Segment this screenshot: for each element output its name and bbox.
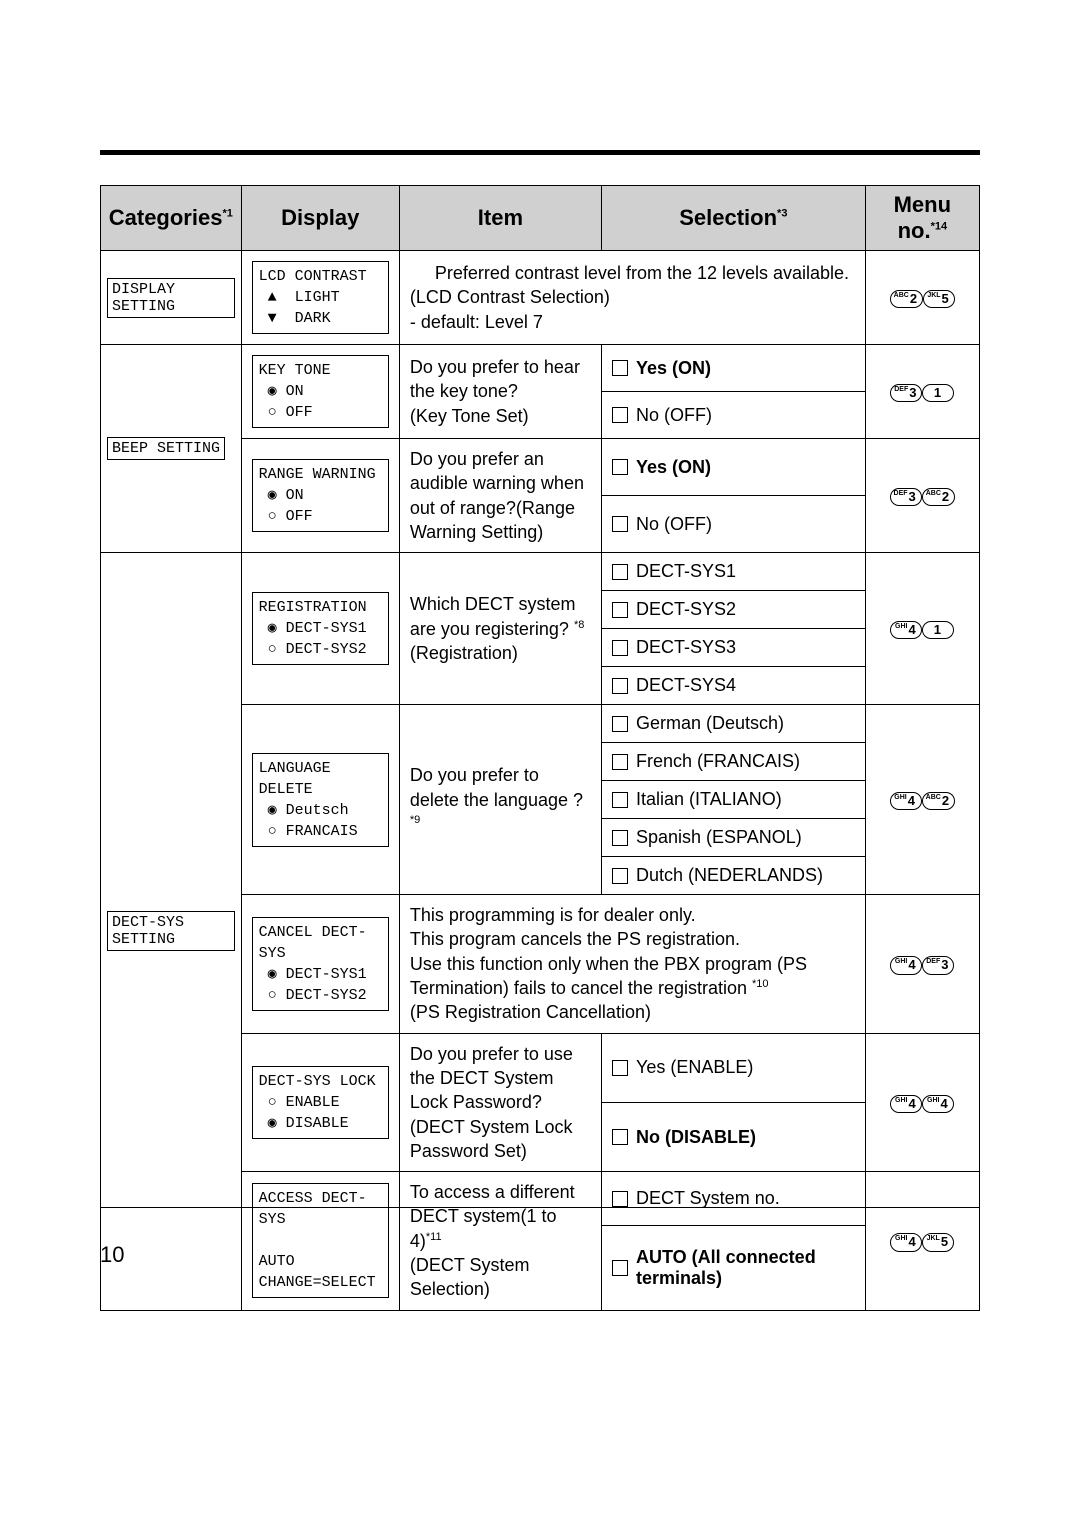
top-rule	[100, 150, 980, 155]
menuno-42: GHI4ABC2	[865, 705, 979, 895]
disp-access-dect: ACCESS DECT-SYS AUTO CHANGE=SELECT	[241, 1172, 399, 1310]
item-access-dect: To access a different DECT system(1 to 4…	[399, 1172, 601, 1310]
sel-lock-enable[interactable]: Yes (ENABLE)	[602, 1033, 866, 1102]
sel-keytone-no[interactable]: No (OFF)	[602, 392, 866, 439]
menuno-43: GHI4DEF3	[865, 895, 979, 1033]
sel-lang-spanish[interactable]: Spanish (ESPANOL)	[602, 819, 866, 857]
disp-cancel-dect: CANCEL DECT-SYS ◉ DECT-SYS1 ○ DECT-SYS2	[241, 895, 399, 1033]
sel-range-no[interactable]: No (OFF)	[602, 496, 866, 553]
cat-display-setting: DISPLAY SETTING	[101, 251, 242, 345]
item-range-warning: Do you prefer an audible warning when ou…	[399, 439, 601, 553]
sel-keytone-yes[interactable]: Yes (ON)	[602, 345, 866, 392]
sel-lang-german[interactable]: German (Deutsch)	[602, 705, 866, 743]
menuno-25: ABC2JKL5	[865, 251, 979, 345]
checkbox-icon	[612, 1191, 628, 1207]
checkbox-icon	[612, 640, 628, 656]
item-registration: Which DECT system are you registering? *…	[399, 553, 601, 705]
disp-language-delete: LANGUAGE DELETE ◉ Deutsch ○ FRANCAIS	[241, 705, 399, 895]
checkbox-icon	[612, 459, 628, 475]
disp-key-tone: KEY TONE ◉ ON ○ OFF	[241, 345, 399, 439]
header-menuno: Menu no.*14	[865, 186, 979, 251]
menuno-45: GHI4JKL5	[865, 1172, 979, 1310]
checkbox-icon	[612, 830, 628, 846]
cat-dect-sys: DECT-SYS SETTING	[101, 553, 242, 1310]
checkbox-icon	[612, 407, 628, 423]
header-categories: Categories*1	[101, 186, 242, 251]
checkbox-icon	[612, 564, 628, 580]
checkbox-icon	[612, 1260, 628, 1276]
sel-lang-french[interactable]: French (FRANCAIS)	[602, 743, 866, 781]
header-display: Display	[241, 186, 399, 251]
checkbox-icon	[612, 516, 628, 532]
header-selection: Selection*3	[602, 186, 866, 251]
sel-access-auto[interactable]: AUTO (All connected terminals)	[602, 1226, 866, 1310]
header-item: Item	[399, 186, 601, 251]
menuno-31: DEF31	[865, 345, 979, 439]
menuno-41: GHI41	[865, 553, 979, 705]
checkbox-icon	[612, 360, 628, 376]
disp-lcd-contrast: LCD CONTRAST ▲ LIGHT ▼ DARK	[241, 251, 399, 345]
checkbox-icon	[612, 868, 628, 884]
sel-access-sysno[interactable]: DECT System no.	[602, 1172, 866, 1226]
checkbox-icon	[612, 754, 628, 770]
checkbox-icon	[612, 716, 628, 732]
disp-registration: REGISTRATION ◉ DECT-SYS1 ○ DECT-SYS2	[241, 553, 399, 705]
checkbox-icon	[612, 1129, 628, 1145]
page-number: 10	[100, 1242, 124, 1268]
sel-dectsys3[interactable]: DECT-SYS3	[602, 629, 866, 667]
sel-dectsys2[interactable]: DECT-SYS2	[602, 591, 866, 629]
item-key-tone: Do you prefer to hear the key tone? (Key…	[399, 345, 601, 439]
sel-lang-italian[interactable]: Italian (ITALIANO)	[602, 781, 866, 819]
sel-range-yes[interactable]: Yes (ON)	[602, 439, 866, 496]
sel-lock-disable[interactable]: No (DISABLE)	[602, 1102, 866, 1171]
item-cancel-dect: This programming is for dealer only. Thi…	[399, 895, 865, 1033]
disp-dect-lock: DECT-SYS LOCK ○ ENABLE ◉ DISABLE	[241, 1033, 399, 1171]
sel-dectsys1[interactable]: DECT-SYS1	[602, 553, 866, 591]
sel-lang-dutch[interactable]: Dutch (NEDERLANDS)	[602, 857, 866, 895]
settings-table: Categories*1 Display Item Selection*3 Me…	[100, 185, 980, 1311]
cat-beep-setting: BEEP SETTING	[101, 345, 242, 553]
checkbox-icon	[612, 792, 628, 808]
item-language-delete: Do you prefer to delete the language ? *…	[399, 705, 601, 895]
checkbox-icon	[612, 678, 628, 694]
menuno-32: DEF3ABC2	[865, 439, 979, 553]
bottom-rule	[100, 1207, 980, 1208]
menuno-44: GHI4GHI4	[865, 1033, 979, 1171]
checkbox-icon	[612, 602, 628, 618]
disp-range-warning: RANGE WARNING ◉ ON ○ OFF	[241, 439, 399, 553]
sel-dectsys4[interactable]: DECT-SYS4	[602, 667, 866, 705]
item-lcd-contrast: Preferred contrast level from the 12 lev…	[399, 251, 865, 345]
item-dect-lock: Do you prefer to use the DECT System Loc…	[399, 1033, 601, 1171]
checkbox-icon	[612, 1060, 628, 1076]
